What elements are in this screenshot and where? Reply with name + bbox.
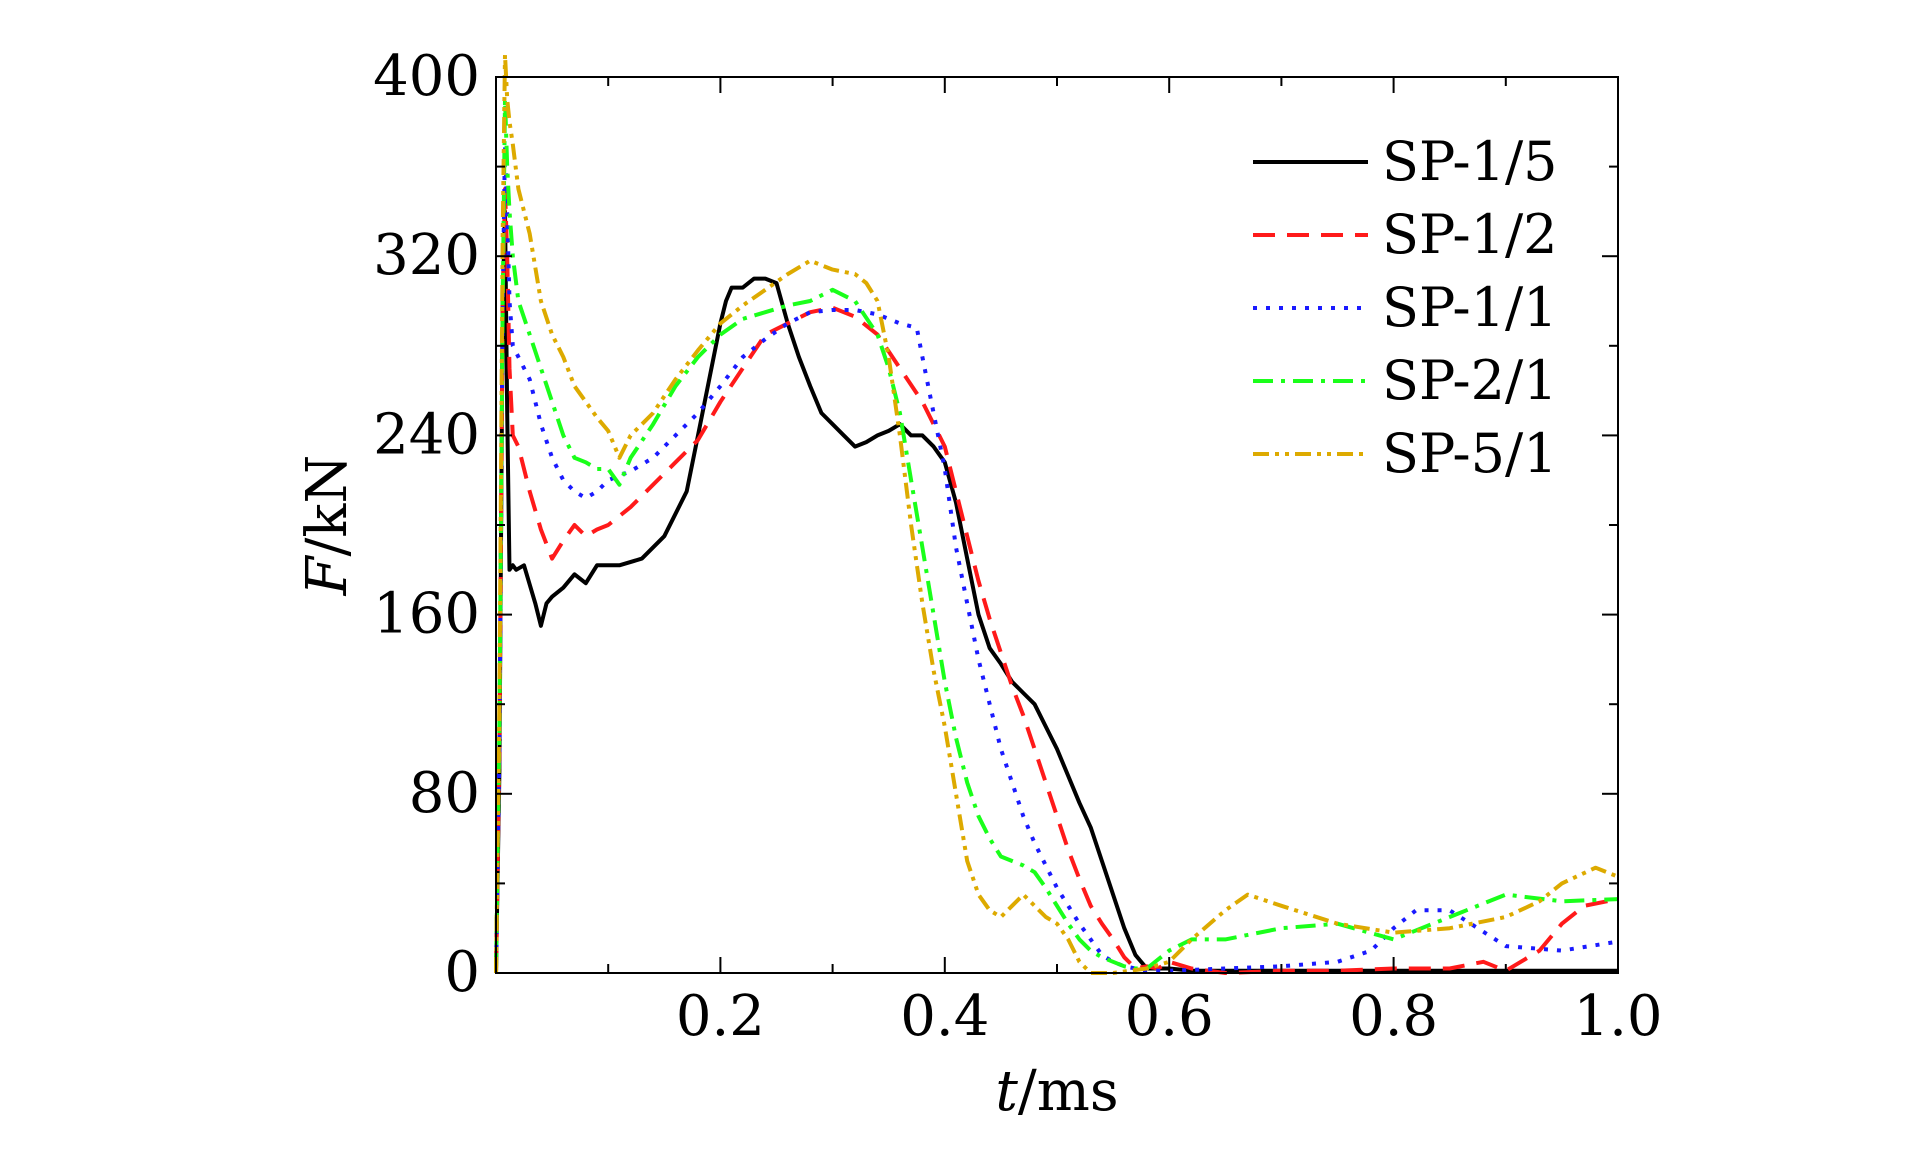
x-tick-labels: 0.2 0.4 0.6 0.8 1.0 xyxy=(676,984,1663,1049)
legend-label-2: SP-1/1 xyxy=(1382,276,1558,339)
series-line-1 xyxy=(494,187,1619,975)
y-tick-label: 80 xyxy=(409,761,480,826)
x-tick-label: 0.2 xyxy=(676,984,765,1049)
y-axis-title: F/kN xyxy=(295,455,360,597)
x-axis-title: t/ms xyxy=(995,1059,1118,1124)
x-tick-label: 0.6 xyxy=(1125,984,1214,1049)
series-line-3 xyxy=(494,97,1619,974)
ticks-layer xyxy=(495,76,1619,974)
y-tick-label: 160 xyxy=(373,582,480,647)
series-layer xyxy=(494,52,1619,975)
legend-label-3: SP-2/1 xyxy=(1382,349,1558,412)
x-tick-label: 0.8 xyxy=(1349,984,1438,1049)
legend-label-0: SP-1/5 xyxy=(1382,130,1558,193)
y-tick-label: 240 xyxy=(373,402,480,467)
y-tick-label: 320 xyxy=(373,223,480,288)
x-tick-label: 0.4 xyxy=(900,984,989,1049)
series-line-0 xyxy=(494,209,1618,974)
series-line-4 xyxy=(494,52,1619,975)
y-tick-labels: 0 80 160 240 320 400 xyxy=(373,44,480,1005)
legend-label-1: SP-1/2 xyxy=(1382,203,1558,266)
legend-label-4: SP-5/1 xyxy=(1382,422,1558,485)
series-line-2 xyxy=(494,142,1619,974)
y-tick-label: 0 xyxy=(444,940,480,1005)
x-tick-label: 1.0 xyxy=(1573,984,1662,1049)
y-tick-label: 400 xyxy=(373,44,480,109)
legend: SP-1/5 SP-1/2 SP-1/1 SP-2/1 SP-5/1 xyxy=(1253,130,1558,485)
